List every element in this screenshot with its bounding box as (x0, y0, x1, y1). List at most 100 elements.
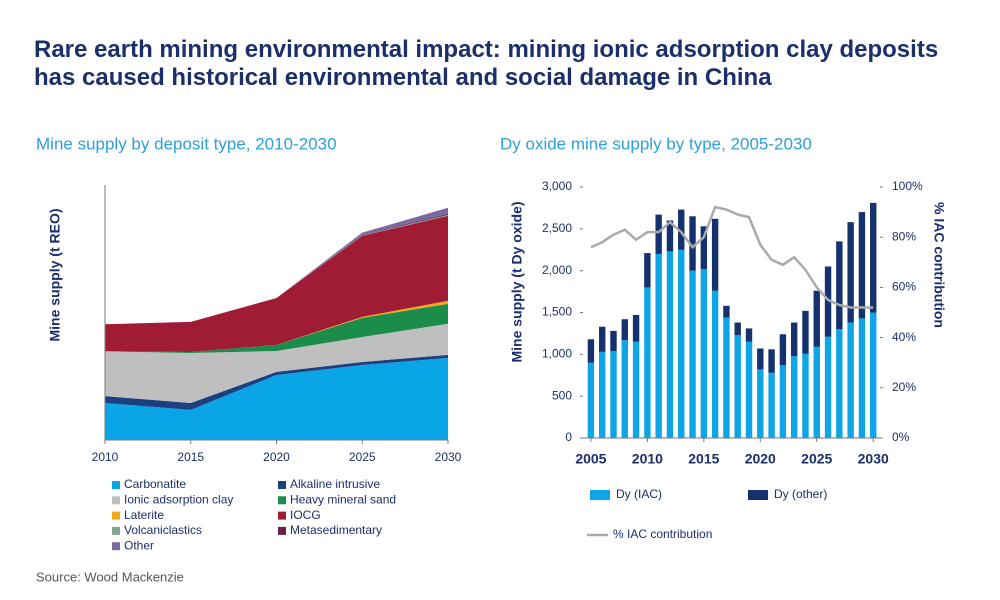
bar (678, 249, 685, 438)
bar (655, 214, 662, 254)
y2-tick-label: 0% (892, 430, 910, 444)
line (590, 205, 874, 309)
legend-swatch (590, 490, 610, 500)
x-tick-label: 2015 (688, 451, 719, 467)
bar (847, 322, 854, 438)
bar (790, 322, 798, 357)
legend-label: Carbonatite (124, 477, 186, 491)
area (105, 207, 448, 325)
x-tick-label: 2010 (632, 451, 663, 467)
legend-label: Dy (IAC) (616, 487, 662, 501)
y-axis-label: Mine supply (t REO) (47, 209, 63, 342)
legend-label: Alkaline intrusive (290, 477, 380, 491)
bar (689, 270, 696, 438)
area (105, 354, 448, 410)
x-tick-label: 2015 (177, 450, 204, 464)
bar (734, 335, 741, 438)
y-tick-label: 1,000 (542, 347, 572, 361)
bar (824, 336, 832, 438)
y-tick-label: 3,000 (542, 179, 572, 193)
x-tick-label: 2025 (349, 450, 376, 464)
legend-swatch (278, 496, 286, 505)
legend-label: Laterite (124, 508, 164, 522)
bar (598, 326, 606, 352)
area (105, 303, 448, 354)
area (105, 215, 448, 353)
bar (790, 356, 798, 438)
bar (610, 350, 617, 438)
bar (700, 226, 708, 269)
legend-swatch (278, 526, 286, 535)
bar (734, 322, 741, 336)
x-tick-label: 2030 (435, 450, 462, 464)
bar (700, 268, 708, 438)
legend-label: Heavy mineral sand (290, 492, 396, 506)
bar (678, 209, 685, 250)
bar (813, 346, 820, 438)
legend-swatch (112, 542, 120, 551)
bar (802, 353, 809, 438)
y2-tick-label: 20% (892, 380, 916, 394)
legend-swatch (748, 490, 768, 500)
bar (598, 351, 606, 438)
bar (711, 290, 719, 438)
bar (757, 369, 764, 438)
bar (587, 339, 595, 363)
bar (768, 349, 775, 373)
bar (847, 222, 854, 323)
bar (802, 310, 809, 354)
x-tick-label: 2025 (801, 451, 832, 467)
bar (813, 290, 820, 347)
x-tick-label: 2005 (575, 451, 606, 467)
x-tick-label: 2020 (745, 451, 776, 467)
chart-title: Mine supply by deposit type, 2010-2030 (36, 134, 337, 153)
bar (632, 341, 640, 438)
source: Source: Wood Mackenzie (36, 569, 184, 584)
bar (610, 330, 617, 351)
y-tick-label: 2,500 (542, 221, 572, 235)
bar (870, 312, 877, 438)
area (105, 323, 448, 404)
legend-label: Volcaniclastics (124, 523, 202, 537)
y2-tick-label: 80% (892, 229, 916, 243)
y2-tick-label: 100% (892, 179, 923, 193)
legend-swatch (112, 511, 120, 520)
y-tick-label: 2,000 (542, 263, 572, 277)
legend-swatch (278, 511, 286, 520)
bar (666, 251, 674, 438)
bar (757, 348, 764, 370)
y-axis-label: Mine supply (t Dy oxide) (509, 201, 525, 362)
bar (644, 253, 651, 288)
bar (666, 220, 674, 252)
bar (745, 341, 753, 438)
legend-swatch (112, 496, 120, 505)
bar (779, 334, 787, 366)
bar (723, 305, 730, 318)
legend-label: % IAC contribution (613, 527, 712, 541)
bar (711, 218, 719, 291)
bar (689, 216, 696, 271)
x-tick-label: 2030 (858, 451, 889, 467)
y2-tick-label: 60% (892, 280, 916, 294)
bar (836, 329, 843, 438)
bar (632, 315, 640, 342)
bar (858, 318, 866, 438)
bar (644, 287, 651, 438)
bar (836, 241, 843, 330)
bar (621, 340, 628, 438)
bar (587, 362, 595, 438)
bar (858, 212, 866, 319)
bar (779, 365, 787, 438)
bar (870, 202, 877, 313)
bar (621, 319, 628, 341)
y-tick-label: 0 (565, 430, 572, 444)
legend-label: Other (124, 538, 154, 552)
y2-axis-label: % IAC contribution (931, 202, 947, 328)
legend-swatch (112, 481, 120, 489)
bar (745, 328, 753, 342)
chart-title: Dy oxide mine supply by type, 2005-2030 (500, 134, 812, 153)
bar (655, 253, 662, 438)
legend-swatch (278, 481, 286, 489)
